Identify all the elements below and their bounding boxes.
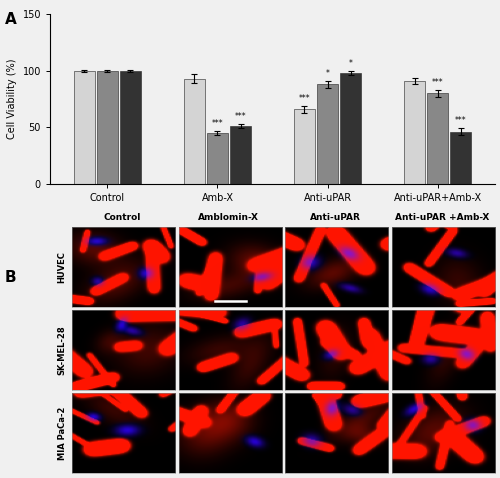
Bar [97,71,117,184]
Y-axis label: Cell Viability (%): Cell Viability (%) [7,59,17,139]
Text: SK-MEL-28: SK-MEL-28 [58,325,66,375]
Bar [317,84,338,184]
Text: B: B [5,270,16,285]
Text: ***: *** [298,94,310,103]
Text: A: A [5,12,17,27]
Text: *: * [349,59,352,68]
Bar [450,131,471,184]
Bar [184,79,204,184]
Text: Amblomin-X: Amblomin-X [198,213,260,222]
Text: ***: *** [234,112,246,121]
Bar [404,81,425,184]
Text: ***: *** [212,119,223,128]
Bar [428,93,448,184]
Bar [340,73,361,184]
Bar [207,133,228,184]
Text: ***: *** [432,78,444,87]
Bar [294,109,315,184]
Bar [230,126,251,184]
Text: MIA PaCa-2: MIA PaCa-2 [58,406,66,460]
Text: Anti-uPAR +Amb-X: Anti-uPAR +Amb-X [394,213,489,222]
Text: ***: *** [455,117,466,126]
Text: HUVEC: HUVEC [58,251,66,283]
Text: *: * [326,69,330,78]
Text: Anti-uPAR: Anti-uPAR [310,213,360,222]
Text: Control: Control [104,213,141,222]
Bar [74,71,94,184]
Bar [120,71,141,184]
